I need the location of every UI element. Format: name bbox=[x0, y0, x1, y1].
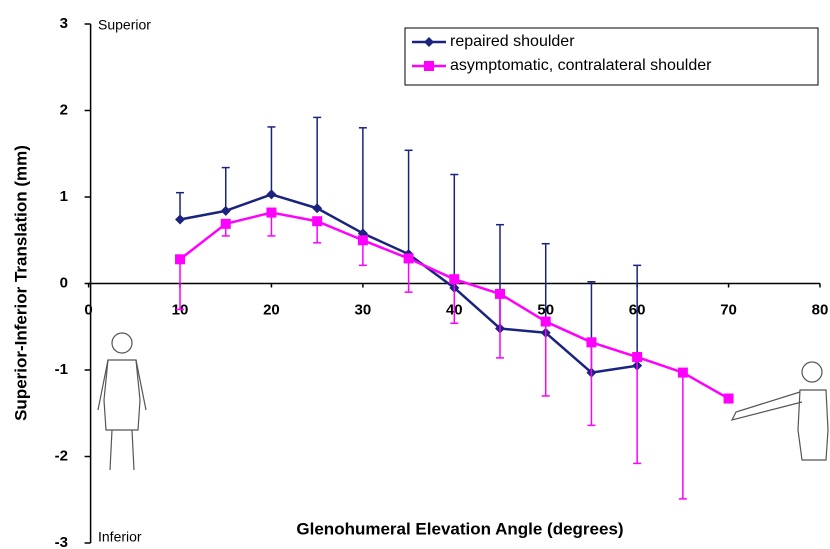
marker bbox=[495, 288, 506, 299]
error-bar bbox=[633, 264, 642, 366]
figure-icon bbox=[97, 332, 147, 471]
y-tick-label: 1 bbox=[60, 188, 68, 205]
x-axis-label: Glenohumeral Elevation Angle (degrees) bbox=[296, 519, 623, 538]
legend-box bbox=[404, 27, 819, 86]
y-tick-label: 0 bbox=[60, 274, 68, 291]
error-bar bbox=[176, 259, 185, 311]
y-tick-label: -3 bbox=[55, 534, 68, 549]
error-bar bbox=[404, 149, 413, 255]
legend-marker bbox=[424, 37, 434, 47]
error-bar bbox=[404, 258, 413, 293]
error-bar bbox=[267, 126, 276, 195]
marker bbox=[312, 216, 323, 227]
legend-label: repaired shoulder bbox=[450, 33, 575, 50]
marker bbox=[312, 203, 323, 214]
marker bbox=[266, 207, 277, 218]
error-bar bbox=[313, 116, 322, 209]
x-tick-label: 70 bbox=[720, 301, 737, 318]
error-bar bbox=[633, 357, 642, 465]
error-bar bbox=[678, 372, 687, 500]
marker bbox=[357, 235, 368, 246]
marker bbox=[632, 352, 643, 363]
error-bar bbox=[496, 293, 505, 359]
marker bbox=[266, 189, 277, 200]
y-tick-label: 3 bbox=[60, 15, 68, 32]
annotation: Inferior bbox=[98, 529, 142, 545]
annotation: Superior bbox=[98, 17, 151, 33]
error-bar bbox=[221, 166, 230, 211]
marker bbox=[220, 205, 231, 216]
marker bbox=[586, 337, 597, 348]
legend-marker bbox=[424, 61, 434, 71]
marker bbox=[677, 367, 688, 378]
x-tick-label: 80 bbox=[812, 301, 829, 318]
error-bar bbox=[450, 173, 459, 288]
marker bbox=[540, 316, 551, 327]
marker bbox=[723, 393, 734, 404]
marker bbox=[220, 218, 231, 229]
y-tick-label: -2 bbox=[55, 447, 68, 464]
error-bar bbox=[587, 342, 596, 427]
y-tick-label: 2 bbox=[60, 101, 68, 118]
legend-label: asymptomatic, contralateral shoulder bbox=[450, 57, 712, 74]
figure-icon bbox=[730, 361, 829, 461]
error-bar bbox=[541, 321, 550, 397]
marker bbox=[403, 253, 414, 264]
marker bbox=[175, 214, 186, 225]
error-bar bbox=[450, 279, 459, 325]
y-axis-label: Superior-Inferior Translation (mm) bbox=[11, 145, 30, 421]
x-tick-label: 0 bbox=[84, 301, 92, 318]
x-tick-label: 20 bbox=[263, 301, 280, 318]
marker bbox=[449, 274, 460, 285]
y-tick-label: -1 bbox=[55, 361, 68, 378]
x-tick-label: 30 bbox=[355, 301, 372, 318]
marker bbox=[175, 254, 186, 265]
error-bar bbox=[358, 127, 367, 234]
